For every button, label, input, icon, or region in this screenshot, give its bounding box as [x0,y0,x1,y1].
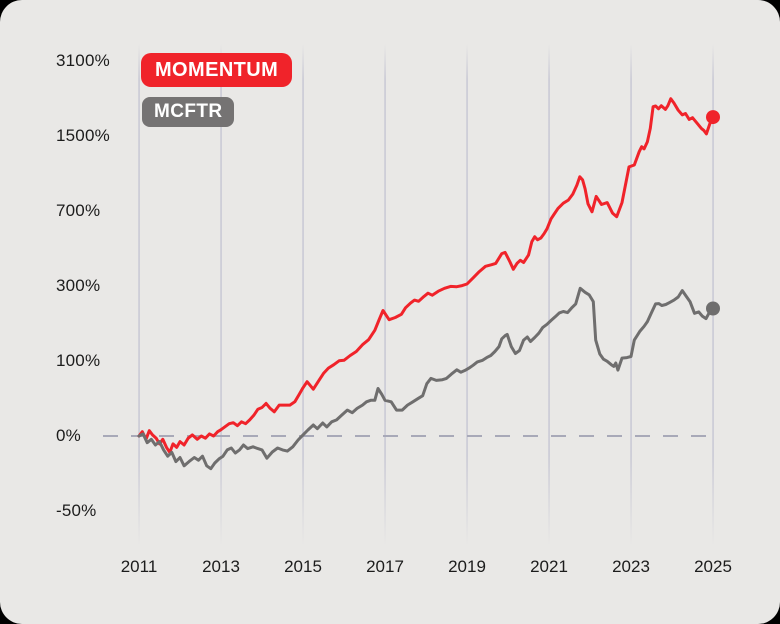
y-tick-label: 300% [56,276,101,295]
series-endpoint-dot-momentum [706,110,720,125]
x-tick-label: 2011 [120,557,158,576]
gridline-2017 [384,44,386,546]
x-tick-label: 2013 [202,557,240,576]
x-tick-label: 2025 [694,557,732,576]
x-tick-label: 2015 [284,557,322,576]
series-line-momentum [137,97,715,454]
series-endpoint-dot-mcftr [706,301,720,316]
y-tick-label: 0% [56,426,81,445]
vertical-gridlines [138,44,714,546]
y-tick-label: -50% [56,501,97,520]
y-tick-label: 100% [56,351,101,370]
y-tick-label: 1500% [56,126,110,145]
x-tick-label: 2023 [612,557,650,576]
x-tick-label: 2017 [366,557,404,576]
gridline-2019 [466,44,468,546]
gridline-2011 [138,44,140,546]
x-tick-label: 2021 [530,557,568,576]
gridline-2015 [302,44,304,546]
gridline-2023 [630,44,632,546]
series-lines [137,97,720,471]
series-line-mcftr [137,286,715,471]
x-tick-label: 2019 [448,557,486,576]
legend-mcftr-badge[interactable]: MCFTR [142,97,235,127]
y-tick-label: 3100% [56,51,110,70]
gridline-2025 [712,44,714,546]
legend-momentum-badge[interactable]: MOMENTUM [141,53,293,87]
y-tick-label: 700% [56,201,101,220]
gridline-2021 [548,44,550,546]
gridline-2013 [220,44,222,546]
